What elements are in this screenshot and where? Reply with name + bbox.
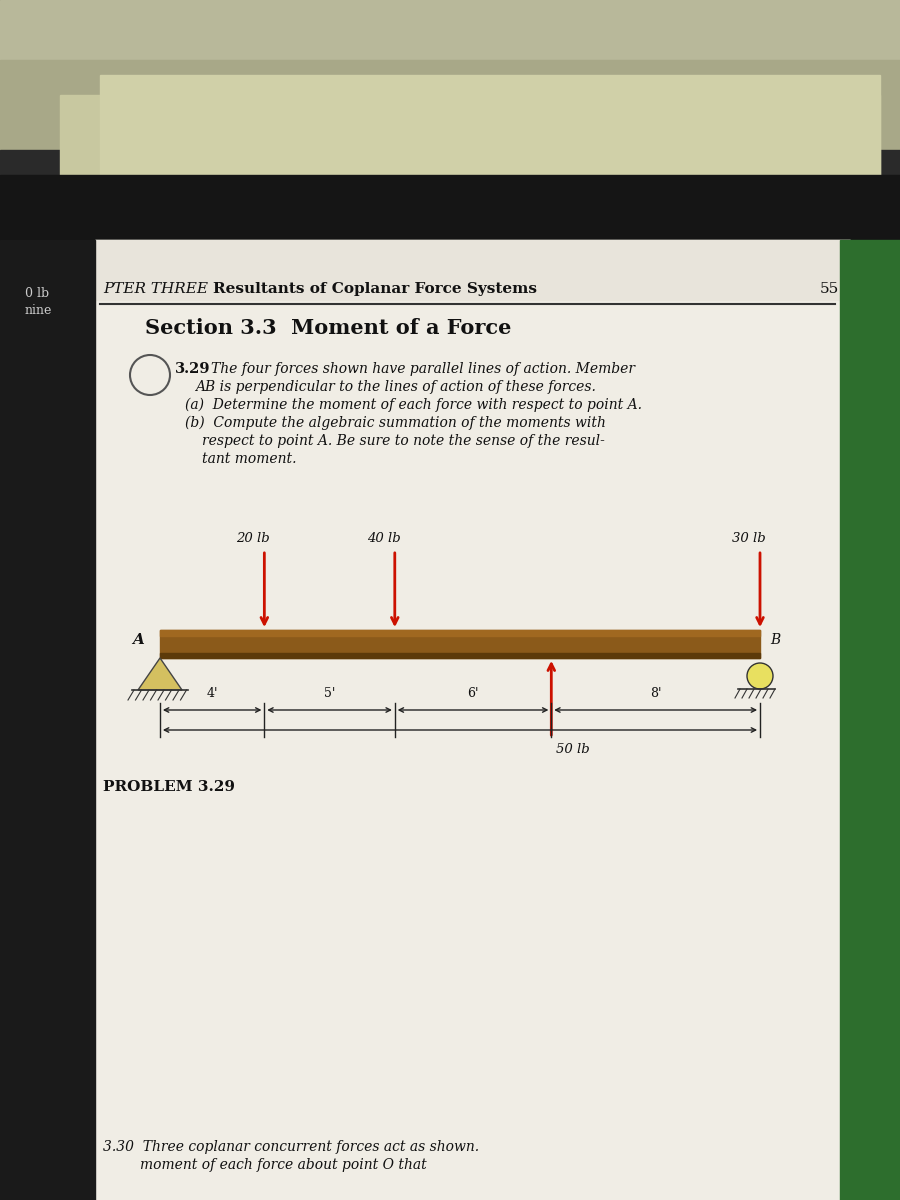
Bar: [100, 74, 880, 175]
Text: A: A: [132, 634, 144, 647]
Bar: [0, 0, 900, 130]
Circle shape: [747, 662, 773, 689]
Text: (b)  Compute the algebraic summation of the moments with: (b) Compute the algebraic summation of t…: [185, 416, 606, 431]
Text: 55: 55: [820, 282, 839, 296]
Text: 50 lb: 50 lb: [556, 743, 590, 756]
Bar: [0, 175, 900, 254]
Text: tant moment.: tant moment.: [202, 452, 296, 466]
Text: 8': 8': [650, 686, 662, 700]
Text: 6': 6': [467, 686, 479, 700]
Text: AB is perpendicular to the lines of action of these forces.: AB is perpendicular to the lines of acti…: [195, 380, 596, 394]
Text: moment of each force about point O that: moment of each force about point O that: [140, 1158, 427, 1172]
Text: The four forces shown have parallel lines of action. Member: The four forces shown have parallel line…: [211, 362, 635, 376]
Text: PTER THREE: PTER THREE: [103, 282, 208, 296]
Text: Section 3.3  Moment of a Force: Section 3.3 Moment of a Force: [145, 318, 511, 338]
Text: 4': 4': [206, 686, 218, 700]
Text: 5': 5': [324, 686, 336, 700]
Bar: [160, 630, 760, 636]
Text: 20 lb: 20 lb: [237, 532, 270, 545]
Bar: [840, 240, 900, 1200]
Text: respect to point A. Be sure to note the sense of the resul-: respect to point A. Be sure to note the …: [202, 434, 605, 448]
Bar: [0, 60, 900, 180]
Bar: [0, 150, 900, 230]
Text: 30 lb: 30 lb: [732, 532, 766, 545]
Text: nine: nine: [25, 304, 52, 317]
Text: Resultants of Coplanar Force Systems: Resultants of Coplanar Force Systems: [213, 282, 537, 296]
Bar: [160, 653, 760, 658]
Bar: [95, 240, 850, 300]
Text: 40 lb: 40 lb: [367, 532, 400, 545]
Bar: [95, 240, 850, 1200]
Polygon shape: [138, 658, 182, 690]
Text: PROBLEM 3.29: PROBLEM 3.29: [103, 780, 235, 794]
Bar: [0, 185, 900, 245]
Text: 0 lb: 0 lb: [25, 287, 50, 300]
Text: B: B: [770, 634, 780, 647]
Bar: [0, 240, 95, 1200]
Text: (a)  Determine the moment of each force with respect to point A.: (a) Determine the moment of each force w…: [185, 398, 642, 413]
Bar: [160, 630, 760, 658]
Text: 3.29: 3.29: [175, 362, 211, 376]
Bar: [60, 95, 880, 194]
Text: 3.30  Three coplanar concurrent forces act as shown.: 3.30 Three coplanar concurrent forces ac…: [103, 1140, 479, 1154]
